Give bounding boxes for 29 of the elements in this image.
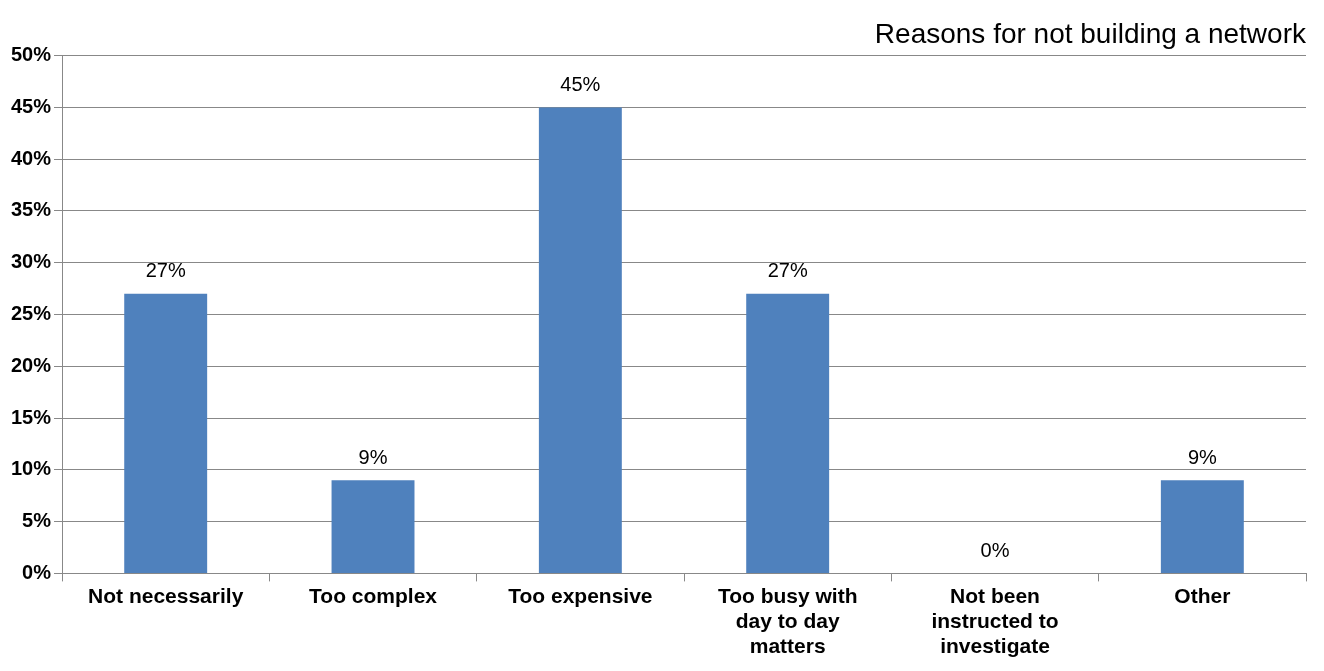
data-label: 9% <box>1187 445 1218 468</box>
y-tick-label: 45% <box>11 94 52 117</box>
data-label: 0% <box>980 538 1010 561</box>
bar <box>124 293 208 573</box>
chart-title: Reasons for not building a network <box>874 17 1307 49</box>
y-tick-label: 30% <box>11 250 52 273</box>
y-tick-label: 50% <box>11 43 52 66</box>
y-tick-label: 0% <box>22 560 52 583</box>
x-tick-label: Too expensive <box>508 583 653 607</box>
y-tick-label: 15% <box>11 405 52 428</box>
y-tick-label: 25% <box>11 302 52 325</box>
data-label: 27% <box>145 259 186 282</box>
y-tick-label: 5% <box>22 509 52 532</box>
x-tick-label: Too busy with day to day matters <box>717 583 858 658</box>
data-label: 45% <box>560 72 601 95</box>
bar <box>538 107 622 573</box>
y-tick-label: 20% <box>11 353 52 376</box>
x-tick-label: Not been instructed to investigate <box>931 583 1059 658</box>
bar <box>1160 480 1244 573</box>
x-tick-label: Too complex <box>309 583 438 607</box>
y-tick-label: 10% <box>11 457 52 480</box>
data-label: 27% <box>767 259 808 282</box>
bar <box>331 480 415 573</box>
data-label: 9% <box>358 445 388 468</box>
bar <box>746 293 830 573</box>
x-tick-label: Other <box>1174 583 1231 607</box>
y-tick-label: 40% <box>11 146 52 169</box>
y-tick-label: 35% <box>11 198 52 221</box>
x-tick-label: Not necessarily <box>88 583 244 607</box>
